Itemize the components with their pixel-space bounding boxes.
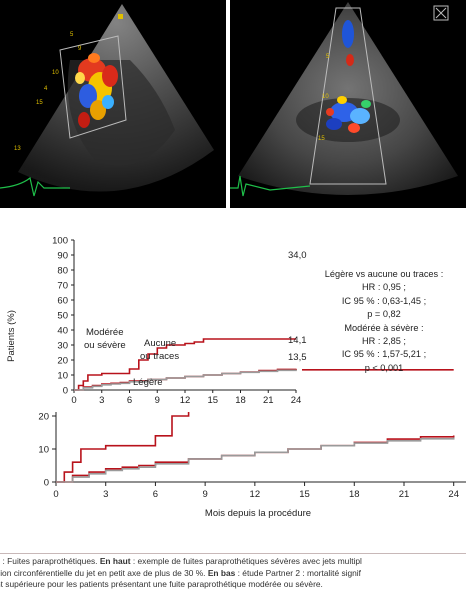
scale-mark: 10: [322, 94, 329, 100]
inset-y-tick-label: 90: [57, 251, 68, 262]
echo-left-image: 5 10 15 9 4 13: [0, 0, 226, 208]
caption-divider: [0, 553, 466, 554]
main-series-line-1: [56, 435, 455, 483]
inset-x-tick-label: 18: [235, 395, 246, 406]
orientation-icon: [433, 5, 449, 21]
main-x-tick-label: 0: [53, 489, 58, 500]
echo-right-image: 5 10 15: [230, 0, 466, 208]
color-doppler-jet: [326, 20, 371, 133]
stats-line: p = 0,82: [367, 309, 401, 320]
echo-image-left: 5 10 15 9 4 13: [0, 0, 226, 208]
end-label-none: 14,1: [288, 335, 307, 346]
label-moderate-line2: ou sévère: [84, 340, 126, 351]
inset-y-tick-label: 100: [52, 236, 68, 247]
inset-x-tick-label: 15: [207, 395, 218, 406]
scale-mark: 10: [52, 70, 59, 76]
inset-x-tick-label: 21: [263, 395, 274, 406]
end-label-moderate: 34,0: [288, 250, 307, 261]
label-none-line2: ou traces: [140, 351, 179, 362]
stats-line: IC 95 % : 0,63-1,45 ;: [341, 295, 427, 306]
stats-line: Légère vs aucune ou traces :: [324, 269, 444, 279]
caption-text: : étude Partner 2 : mortalité signif: [235, 567, 361, 578]
main-x-tick-label: 21: [399, 489, 410, 500]
inset-x-tick-label: 9: [155, 395, 160, 406]
inset-background: [30, 234, 302, 412]
main-x-tick-label: 6: [153, 489, 158, 500]
ecg-trace: [0, 176, 70, 197]
label-none-line1: Aucune: [144, 338, 176, 349]
inset-x-tick-label: 12: [180, 395, 191, 406]
main-y-tick-label: 20: [38, 412, 49, 423]
inset-series-line-2: [74, 369, 297, 391]
y-axis-label: Patients (%): [6, 310, 17, 362]
probe-marker: [118, 14, 123, 19]
scale-mark: 5: [326, 54, 330, 60]
inset-y-tick-label: 40: [57, 326, 68, 337]
scale-mark: 15: [318, 136, 325, 142]
echo-image-right: 5 10 15: [230, 0, 466, 208]
label-moderate-line1: Modérée: [86, 327, 124, 338]
ecg-trace: [230, 175, 311, 197]
caption-text: : exemple de fuites paraprothétiques sév…: [130, 556, 362, 566]
inset-y-tick-label: 80: [57, 266, 68, 277]
main-y-tick-label: 10: [38, 445, 49, 456]
caption-line-3: nt supérieure pour les patients présenta…: [0, 579, 466, 591]
main-x-tick-label: 24: [448, 489, 459, 500]
end-label-mild: 13,5: [288, 352, 307, 363]
chart-svg: 010203003691215182124 010203040506070809…: [6, 234, 466, 519]
hazard-ratio-stats: Légère vs aucune ou traces : HR : 0,95 ;…: [302, 268, 466, 375]
main-x-tick-label: 12: [250, 489, 261, 500]
caption-line-1: s : Fuites paraprothétiques. En haut : e…: [0, 556, 466, 568]
inset-x-tick-label: 3: [99, 395, 104, 406]
stats-line: p < 0,001: [364, 362, 404, 373]
main-y-tick-label: 0: [44, 478, 49, 489]
inset-y-tick-label: 60: [57, 296, 68, 307]
main-x-tick-label: 15: [299, 489, 310, 500]
inset-y-tick-label: 0: [63, 386, 68, 397]
inset-y-tick-label: 20: [57, 356, 68, 367]
color-box: [59, 35, 127, 139]
caption-line-2: sion circonférentielle du jet en petit a…: [0, 568, 466, 580]
scale-mark: 15: [36, 100, 43, 106]
inset-series-line-0: [74, 338, 296, 391]
x-axis-label: Mois depuis la procédure: [205, 508, 311, 519]
inset-y-tick-label: 30: [57, 341, 68, 352]
scale-mark: 9: [78, 46, 82, 52]
stats-line: HR : 0,95 ;: [362, 282, 406, 293]
caption-text: nt supérieure pour les patients présenta…: [0, 579, 323, 590]
inset-y-tick-label: 50: [57, 311, 68, 322]
scale-mark: 5: [70, 32, 74, 38]
kaplan-meier-chart: 010203003691215182124 010203040506070809…: [0, 222, 466, 522]
stats-line: Modérée à sévère :: [344, 322, 424, 333]
inset-x-tick-label: 0: [71, 395, 76, 406]
caption-bold: En bas: [207, 567, 236, 578]
scale-mark: 4: [44, 86, 48, 92]
main-x-tick-label: 9: [202, 489, 207, 500]
main-x-tick-label: 18: [349, 489, 360, 500]
color-box: [309, 7, 387, 185]
caption-text: sion circonférentielle du jet en petit a…: [0, 567, 208, 578]
stats-line: IC 95 % : 1,57-5,21 ;: [341, 349, 427, 360]
figure-caption: s : Fuites paraprothétiques. En haut : e…: [0, 556, 466, 600]
inset-y-tick-label: 70: [57, 281, 68, 292]
inset-x-tick-label: 24: [291, 395, 302, 406]
caption-text: s : Fuites paraprothétiques.: [0, 556, 100, 566]
inset-y-tick-label: 10: [57, 371, 68, 382]
caption-bold: En haut: [99, 556, 131, 566]
stats-line: HR : 2,85 ;: [362, 336, 406, 347]
main-x-tick-label: 3: [103, 489, 108, 500]
color-doppler-jet: [75, 53, 118, 128]
label-mild: Légère: [133, 377, 163, 388]
scale-mark: 13: [14, 146, 21, 152]
inset-x-tick-label: 6: [127, 395, 132, 406]
main-series-line-2: [56, 437, 455, 483]
